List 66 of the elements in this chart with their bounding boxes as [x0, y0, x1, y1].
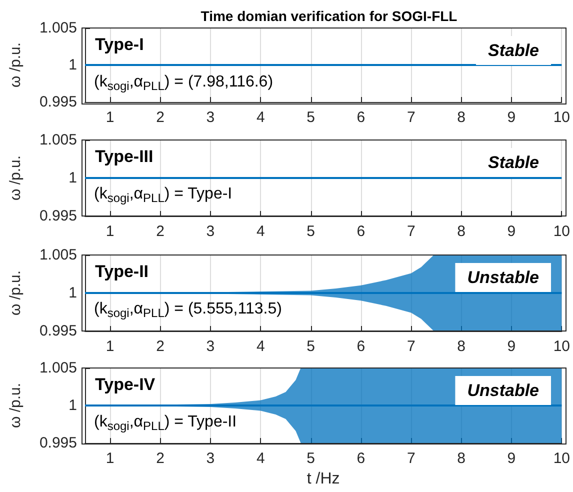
y-tick-label: 0.995	[39, 208, 77, 224]
y-tick-label: 1.005	[39, 20, 77, 36]
x-tick-label: 4	[256, 223, 265, 240]
x-tick-label: 9	[507, 223, 516, 240]
x-tick-label: 8	[457, 223, 466, 240]
x-tick-label: 10	[553, 223, 570, 240]
x-tick-label: 3	[206, 223, 215, 240]
y-tick-label: 0.995	[39, 322, 77, 340]
y-axis-title: ω /p.u.	[7, 270, 24, 316]
y-tick-label: 0.995	[39, 94, 77, 110]
x-tick-label: 2	[156, 109, 164, 126]
y-axis-title: ω /p.u.	[7, 155, 24, 201]
x-tick-label: 7	[406, 450, 416, 467]
x-tick-label: 4	[256, 450, 265, 467]
annotation: Unstable	[467, 268, 540, 287]
x-tick-label: 10	[553, 450, 570, 467]
annotation: Stable	[488, 153, 540, 172]
x-tick-label: 6	[356, 223, 366, 240]
x-tick-label: 8	[457, 338, 466, 355]
y-axis-title: ω /p.u.	[7, 42, 24, 88]
x-tick-label: 6	[356, 338, 366, 355]
y-tick-label: 1.005	[39, 360, 77, 376]
x-tick-label: 3	[206, 109, 215, 126]
annotation: Type-IV	[95, 375, 156, 394]
annotation: Type-I	[95, 35, 144, 54]
y-tick-label: 1	[68, 56, 77, 74]
x-tick-label: 9	[507, 338, 516, 355]
annotation: Stable	[488, 41, 540, 60]
x-tick-label: 5	[306, 338, 315, 355]
x-tick-label: 1	[106, 450, 114, 467]
x-tick-label: 6	[356, 450, 366, 467]
y-tick-label: 0.995	[39, 434, 77, 452]
x-axis-title: t /Hz	[306, 470, 340, 488]
annotation: Type-III	[95, 147, 154, 166]
x-tick-label: 7	[406, 109, 416, 126]
x-tick-label: 5	[306, 450, 315, 467]
y-tick-label: 1.005	[39, 246, 77, 264]
x-tick-label: 10	[553, 109, 570, 126]
x-tick-label: 8	[457, 109, 466, 126]
x-tick-label: 1	[106, 109, 114, 126]
y-tick-label: 1.005	[39, 132, 77, 148]
x-tick-label: 2	[156, 338, 164, 355]
x-tick-label: 9	[507, 109, 516, 126]
x-tick-label: 7	[406, 338, 416, 355]
x-tick-label: 5	[306, 223, 315, 240]
x-tick-label: 10	[553, 338, 570, 355]
x-tick-label: 9	[507, 450, 516, 467]
x-tick-label: 1	[106, 338, 114, 355]
x-tick-label: 6	[356, 109, 366, 126]
y-tick-label: 1	[68, 397, 77, 414]
x-tick-label: 7	[406, 223, 416, 240]
y-tick-label: 1	[68, 170, 77, 186]
x-tick-label: 8	[457, 450, 466, 467]
x-tick-label: 3	[206, 338, 215, 355]
x-tick-label: 3	[206, 450, 215, 467]
x-tick-label: 2	[156, 450, 164, 467]
x-tick-label: 1	[106, 223, 114, 240]
annotation: Type-II	[95, 262, 149, 281]
x-tick-label: 5	[306, 109, 315, 126]
y-tick-label: 1	[68, 284, 77, 302]
chart-title: Time domian verification for SOGI-FLL	[200, 8, 458, 24]
annotation: Unstable	[467, 381, 540, 400]
x-tick-label: 4	[256, 109, 265, 126]
x-tick-label: 4	[256, 338, 265, 355]
y-axis-title: ω /p.u.	[7, 382, 24, 428]
x-tick-label: 2	[156, 223, 164, 240]
